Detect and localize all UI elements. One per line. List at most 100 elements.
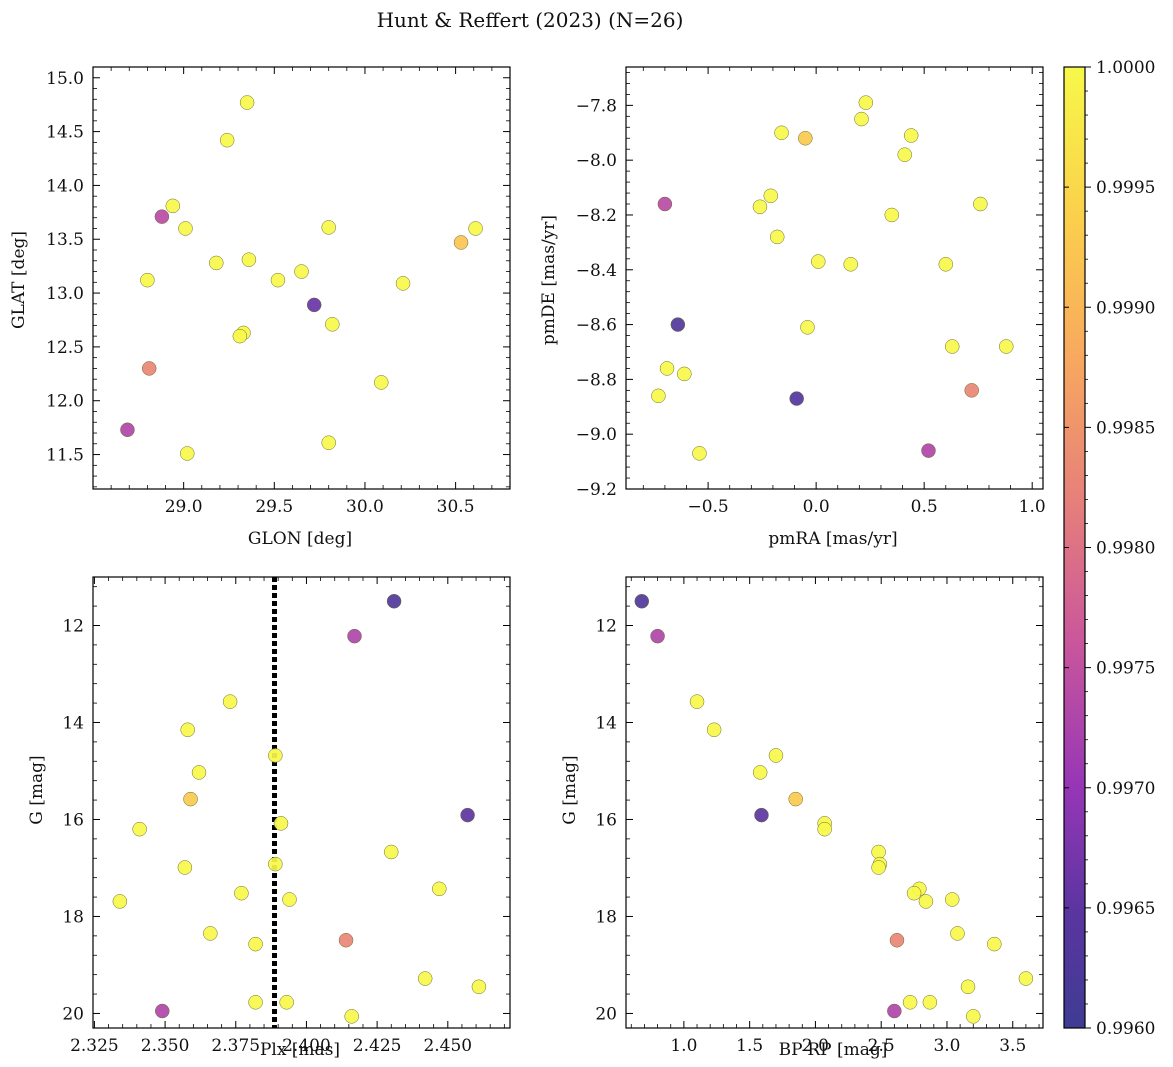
data-point	[248, 936, 263, 952]
data-point	[177, 860, 193, 875]
y-axis-label: G [mag]	[560, 755, 580, 824]
data-point	[338, 932, 354, 948]
data-points	[634, 593, 1034, 1024]
data-point	[768, 748, 784, 763]
y-tick-label: −9.2	[576, 480, 617, 500]
data-point	[248, 995, 263, 1010]
plot-frame	[625, 66, 1044, 490]
data-point	[180, 722, 195, 738]
data-point	[887, 1003, 902, 1019]
y-axis-label: pmDE [mas/yr]	[539, 215, 559, 345]
colorbar-tick-label: 0.9960	[1096, 1019, 1155, 1039]
data-point	[460, 807, 475, 823]
data-point	[854, 111, 869, 127]
data-point	[468, 221, 483, 236]
data-point	[689, 694, 705, 709]
y-tick-label: −8.6	[576, 316, 617, 336]
data-point	[769, 229, 785, 245]
x-axis-label: pmRA [mas/yr]	[768, 529, 897, 549]
data-point	[752, 199, 768, 215]
data-point	[241, 252, 257, 267]
panel-bprp-g: BP-RP [mag] G [mag] 1.0 1.5 2.0 2.5 3.0 3.5 12…	[560, 576, 1044, 1060]
y-tick-label: 15.0	[46, 69, 84, 89]
y-tick-label: 16	[62, 810, 84, 830]
data-point	[209, 255, 224, 271]
x-axis-label: GLON [deg]	[248, 529, 352, 549]
data-point	[817, 821, 832, 837]
data-point	[798, 130, 813, 146]
data-point	[132, 821, 147, 837]
y-tick-label: 14.0	[46, 176, 84, 196]
data-point	[657, 196, 673, 212]
data-points	[112, 593, 487, 1024]
data-point	[183, 791, 198, 807]
data-point	[752, 765, 768, 780]
panel-pmra-pmde: pmRA [mas/yr] pmDE [mas/yr] −0.5 0.0 0.5 1.…	[539, 66, 1046, 549]
plot-frame	[625, 576, 1044, 1029]
data-point	[858, 95, 874, 110]
y-tick-label: −9.0	[576, 425, 617, 445]
x-tick-label: 2.325	[70, 1036, 119, 1056]
y-tick-label: 12	[595, 616, 617, 636]
x-tick-label: −0.5	[687, 497, 728, 517]
x-tick-label: 1.0	[1019, 497, 1046, 517]
data-point	[384, 844, 399, 860]
y-axis-label: GLAT [deg]	[9, 231, 29, 329]
data-point	[884, 207, 900, 223]
data-point	[374, 375, 389, 390]
x-tick-label: 2.350	[141, 1036, 190, 1056]
data-point	[706, 722, 722, 738]
data-point	[165, 198, 181, 214]
data-point	[938, 257, 954, 272]
data-point	[141, 361, 157, 376]
data-point	[140, 272, 155, 288]
x-tick-label: 2.0	[802, 1036, 829, 1056]
data-point	[651, 388, 666, 404]
y-tick-label: 18	[595, 907, 617, 927]
colorbar-tick-label: 0.9990	[1096, 298, 1155, 318]
data-point	[1018, 971, 1034, 986]
x-tick-label: 30.5	[437, 497, 475, 517]
data-point	[950, 926, 965, 941]
y-tick-label: −8.2	[576, 206, 617, 226]
colorbar-tick-label: 0.9980	[1096, 539, 1155, 559]
data-point	[203, 926, 218, 941]
data-point	[232, 328, 248, 344]
data-point	[306, 297, 322, 313]
data-point	[659, 361, 675, 376]
data-point	[966, 1009, 981, 1024]
x-tick-label: 1.0	[670, 1036, 697, 1056]
y-tick-label: 13.0	[46, 284, 84, 304]
y-tick-label: 20	[595, 1004, 617, 1024]
data-point	[889, 932, 905, 948]
data-point	[650, 628, 665, 644]
data-point	[432, 881, 447, 897]
data-point	[268, 748, 283, 763]
data-point	[386, 593, 402, 609]
x-tick-label: 2.5	[868, 1036, 895, 1056]
y-tick-label: 12	[62, 616, 84, 636]
plot-frame	[92, 66, 511, 490]
data-point	[921, 443, 936, 458]
data-point	[788, 791, 803, 807]
y-tick-label: −8.4	[576, 261, 617, 281]
y-tick-label: 11.5	[46, 446, 84, 466]
y-axis-label: G [mag]	[27, 755, 47, 824]
data-point	[273, 816, 289, 831]
x-tick-label: 29.0	[165, 497, 203, 517]
data-points	[651, 95, 1014, 461]
data-point	[180, 446, 195, 461]
data-point	[325, 317, 340, 332]
data-point	[906, 885, 922, 901]
data-point	[789, 391, 804, 406]
data-point	[234, 885, 249, 901]
figure-title: Hunt & Reffert (2023) (N=26)	[377, 8, 684, 32]
x-tick-label: 3.5	[999, 1036, 1026, 1056]
data-point	[800, 320, 815, 335]
data-point	[154, 209, 170, 224]
y-tick-label: −7.8	[576, 96, 617, 116]
data-point	[268, 856, 283, 872]
data-point	[922, 995, 938, 1010]
y-tick-label: −8.8	[576, 370, 617, 390]
data-point	[763, 188, 779, 204]
